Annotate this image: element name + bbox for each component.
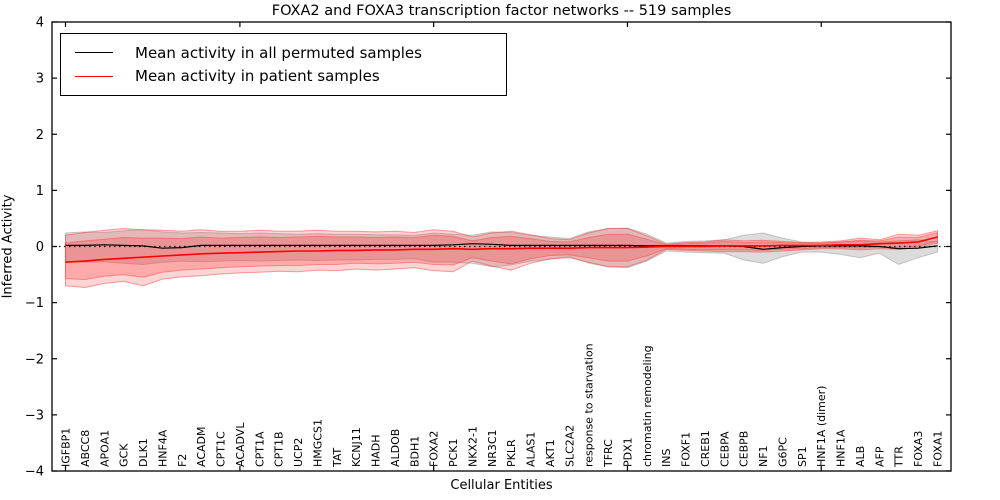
- category-label: GCK: [118, 443, 131, 467]
- category-label: BDH1: [408, 436, 421, 467]
- category-label: HNF1A (dimer): [815, 386, 828, 467]
- category-label: CPT1A: [253, 431, 266, 467]
- category-label: FOXA1: [932, 431, 945, 467]
- category-label: AKT1: [544, 439, 557, 467]
- x-axis-label: Cellular Entities: [450, 478, 553, 493]
- category-label: HMGCS1: [311, 419, 324, 467]
- category-label: CPT1B: [273, 431, 286, 467]
- y-tick-label: 4: [36, 16, 44, 31]
- category-label: INS: [660, 449, 673, 467]
- category-label: ALDOB: [389, 429, 402, 467]
- y-tick-label: 2: [36, 128, 44, 143]
- category-label: chromatin remodeling: [641, 345, 654, 467]
- category-label: APOA1: [98, 430, 111, 467]
- patient-band-outer: [65, 227, 938, 289]
- category-label: HNF1A: [835, 429, 848, 467]
- category-label: SLC2A2: [563, 425, 576, 467]
- legend-entry-patient: Mean activity in patient samples: [75, 68, 506, 85]
- category-label: PCK1: [447, 438, 460, 467]
- category-label: ALAS1: [525, 432, 538, 467]
- category-label: AFP: [873, 446, 886, 467]
- category-label: G6PC: [776, 437, 789, 467]
- category-label: CEBPA: [718, 431, 731, 467]
- category-label: NF1: [757, 445, 770, 467]
- category-label: response to starvation: [583, 343, 596, 467]
- category-label: HNF4A: [156, 429, 169, 467]
- category-label: TTR: [893, 446, 906, 468]
- legend-line-patient-swatch: [75, 75, 113, 77]
- legend-label-patient: Mean activity in patient samples: [135, 67, 380, 85]
- legend-entry-permuted: Mean activity in all permuted samples: [75, 43, 506, 62]
- y-tick-label: −1: [25, 296, 44, 311]
- category-label: FOXA2: [428, 431, 441, 467]
- category-label: ALB: [854, 446, 867, 467]
- legend-label-permuted: Mean activity in all permuted samples: [135, 43, 422, 62]
- category-label: ABCC8: [79, 430, 92, 467]
- y-tick-label: −4: [25, 465, 44, 480]
- category-label: IGFBP1: [60, 428, 73, 467]
- category-label: HADH: [370, 434, 383, 467]
- legend: Mean activity in all permuted samples Me…: [60, 33, 507, 96]
- category-label: NR3C1: [486, 429, 499, 467]
- patient-mean-line: [65, 236, 938, 263]
- category-label: CEBPB: [738, 431, 751, 467]
- y-tick-label: 0: [36, 240, 44, 255]
- patient-band-inner: [65, 231, 938, 281]
- category-label: PKLR: [505, 439, 518, 467]
- category-label: ACADVL: [234, 422, 247, 467]
- category-label: FOXF1: [680, 432, 693, 467]
- y-tick-label: 1: [36, 184, 44, 199]
- category-label: DLK1: [137, 438, 150, 467]
- y-tick-label: 3: [36, 72, 44, 87]
- category-label: PDX1: [621, 437, 634, 467]
- y-tick-label: −2: [25, 352, 44, 367]
- category-label: F2: [176, 454, 189, 467]
- category-label: CPT1C: [215, 431, 228, 467]
- category-label: UCP2: [292, 438, 305, 467]
- category-label: TFRC: [602, 439, 615, 468]
- category-label: TAT: [331, 447, 344, 468]
- category-label: SP1: [796, 446, 809, 467]
- category-label: KCNJ11: [350, 427, 363, 467]
- permuted-mean-line: [65, 243, 938, 250]
- chart-title: FOXA2 and FOXA3 transcription factor net…: [271, 3, 732, 19]
- y-tick-label: −3: [25, 408, 44, 423]
- category-label: ACADM: [195, 427, 208, 468]
- legend-line-permuted-swatch: [75, 52, 113, 54]
- category-label: CREB1: [699, 430, 712, 467]
- category-label: NKX2-1: [466, 426, 479, 467]
- category-label: FOXA3: [912, 431, 925, 467]
